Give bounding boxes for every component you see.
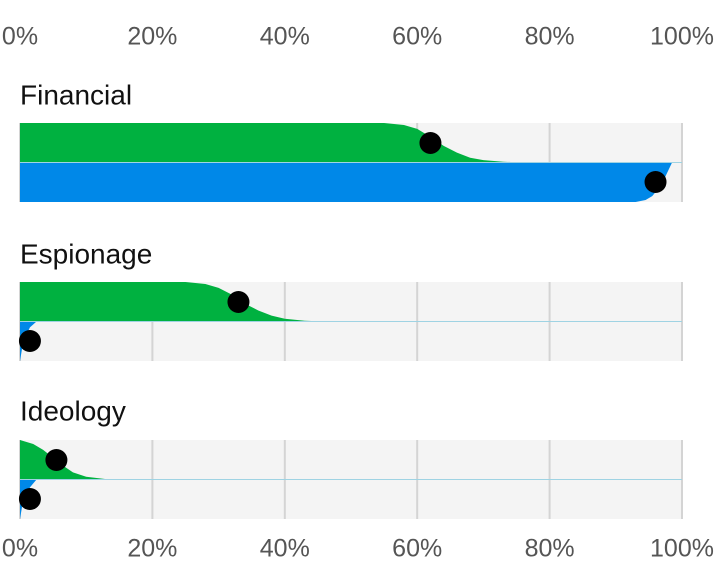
x-tick-label: 0% — [2, 535, 38, 563]
distribution-area — [20, 162, 682, 202]
point-estimate — [45, 449, 68, 471]
x-tick-label: 20% — [127, 535, 177, 563]
panel-title: Espionage — [20, 238, 152, 269]
distribution-area — [20, 282, 682, 322]
x-tick-label: 80% — [525, 535, 575, 563]
x-tick-label: 100% — [650, 23, 714, 51]
x-tick-label: 60% — [392, 535, 442, 563]
x-tick-label: 0% — [2, 23, 38, 51]
point-estimate — [18, 488, 41, 510]
x-tick-label: 40% — [260, 23, 310, 51]
x-tick-label: 40% — [260, 535, 310, 563]
panel-title: Financial — [20, 79, 132, 110]
distribution-area — [20, 123, 682, 163]
point-estimate — [227, 291, 250, 313]
x-tick-label: 60% — [392, 23, 442, 51]
point-estimate — [644, 171, 667, 193]
x-tick-label: 20% — [127, 23, 177, 51]
point-estimate — [18, 330, 41, 352]
x-tick-label: 80% — [525, 23, 575, 51]
x-tick-label: 100% — [650, 535, 714, 563]
panel-title: Ideology — [20, 395, 126, 426]
point-estimate — [419, 132, 442, 154]
